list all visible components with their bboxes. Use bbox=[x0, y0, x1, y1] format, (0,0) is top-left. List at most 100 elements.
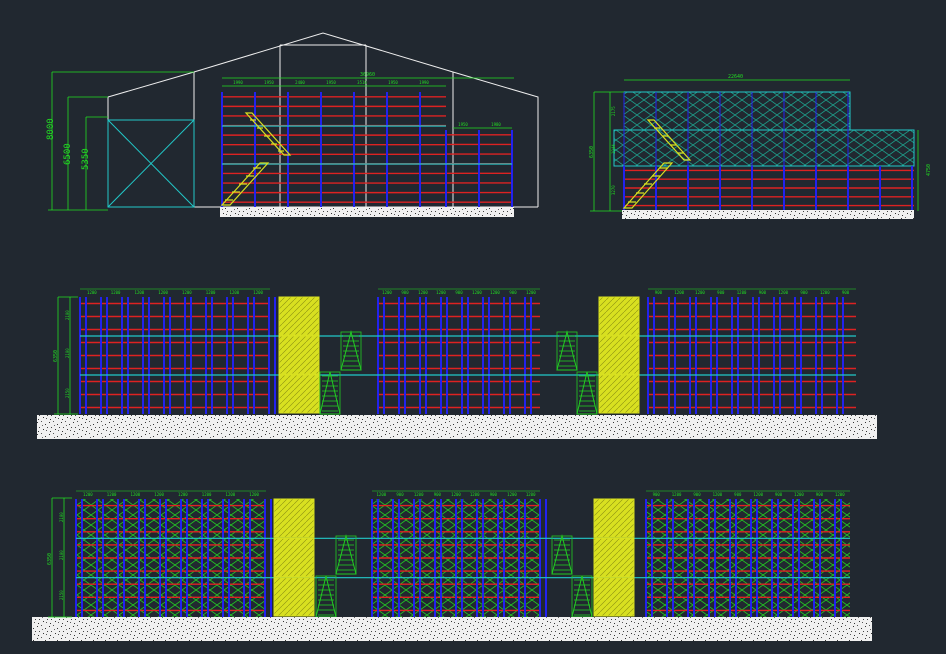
floor-slab bbox=[220, 207, 514, 217]
ladder-frame bbox=[556, 331, 578, 371]
stair-tower-flight bbox=[598, 335, 640, 375]
bay-width-label: 1200 bbox=[490, 290, 500, 295]
bay-width-label: 1200 bbox=[526, 492, 536, 497]
dimensions bbox=[54, 296, 78, 415]
ladder-frame bbox=[319, 371, 341, 415]
ladder-frame bbox=[315, 575, 337, 618]
rack-elevation bbox=[623, 92, 914, 210]
bay-width-label: 1200 bbox=[674, 290, 684, 295]
bay-width-label: 3510 bbox=[357, 80, 367, 85]
stair bbox=[622, 119, 692, 209]
bay-width-label: 1200 bbox=[206, 290, 216, 295]
bay-width-label: 1200 bbox=[472, 290, 482, 295]
bay-width-label: 900 bbox=[396, 492, 404, 497]
bay-width-label: 1200 bbox=[470, 492, 480, 497]
bay-width-label: 900 bbox=[717, 290, 725, 295]
rack-elevation bbox=[75, 498, 850, 618]
level-height-1: 2100 bbox=[59, 512, 64, 522]
stair-tower-flight bbox=[273, 577, 315, 617]
bay-width-label: 900 bbox=[816, 492, 824, 497]
rack-elevation bbox=[79, 296, 856, 415]
total-height-label: 6350 bbox=[53, 350, 59, 362]
ladder-frame bbox=[576, 371, 598, 415]
bay-width-label: 1200 bbox=[835, 492, 845, 497]
building-section-view: 8000 6500 5350 36960 1990 1950 2400 1950 351… bbox=[46, 32, 539, 217]
bay-width-label: 1950 bbox=[326, 80, 336, 85]
ladder-frame bbox=[335, 535, 357, 575]
overall-width-label: 36960 bbox=[360, 72, 375, 78]
bay-width-label: 1200 bbox=[158, 290, 168, 295]
bay-width-label: 1200 bbox=[414, 492, 424, 497]
level-height-3: 2150 bbox=[59, 590, 64, 600]
bay-width-label: 1200 bbox=[672, 492, 682, 497]
height-total-label: 8000 bbox=[46, 118, 56, 140]
stair-tower-flight bbox=[278, 374, 320, 414]
bay-width-label: 1200 bbox=[87, 290, 97, 295]
bay-width-label: 1200 bbox=[377, 492, 387, 497]
upper-deck-mesh bbox=[623, 91, 851, 131]
bay-width-label: 1200 bbox=[182, 290, 192, 295]
bay-width-label: 900 bbox=[693, 492, 701, 497]
ladder-frame bbox=[340, 331, 362, 371]
stair-tower-flight bbox=[278, 335, 320, 375]
dimensions bbox=[590, 79, 919, 212]
bay-width-label: 1200 bbox=[107, 492, 117, 497]
bay-width-labels: 1990 1950 2400 1950 3510 1950 1990 1950 1980 bbox=[233, 80, 501, 127]
bay-width-label: 1200 bbox=[382, 290, 392, 295]
height-low-label: 5350 bbox=[81, 148, 91, 170]
level-height-2: 2100 bbox=[59, 550, 64, 560]
level-height-1: 2175 bbox=[611, 106, 616, 116]
long-elevation-view: 1200 1200 1200 1200 1200 1200 1200 1200 1200 900 1… bbox=[37, 288, 877, 439]
level-height-3: 3270 bbox=[611, 185, 616, 195]
bay-width-label: 1200 bbox=[713, 492, 723, 497]
floor-slab bbox=[622, 210, 914, 219]
stair bbox=[220, 112, 292, 206]
bay-width-label: 1200 bbox=[737, 290, 747, 295]
bay-width-label: 900 bbox=[401, 290, 409, 295]
ladder bbox=[576, 371, 598, 415]
bay-width-label: 1200 bbox=[249, 492, 259, 497]
ladder-frame bbox=[551, 535, 573, 575]
bay-width-label: 1200 bbox=[436, 290, 446, 295]
bay-width-label: 1950 bbox=[264, 80, 274, 85]
bay-width-label: 1950 bbox=[458, 122, 468, 127]
bay-width-label: 2400 bbox=[295, 80, 305, 85]
stair-tower-flight bbox=[598, 374, 640, 414]
bay-width-label: 1200 bbox=[154, 492, 164, 497]
bay-width-label: 900 bbox=[509, 290, 517, 295]
side-elevation-view: 22640 6350 4750 2175 1944 3270 bbox=[589, 74, 932, 219]
door-opening bbox=[107, 119, 195, 208]
level-height-2: 2100 bbox=[65, 348, 70, 358]
bay-width-label: 1200 bbox=[83, 492, 93, 497]
bay-width-label: 900 bbox=[434, 492, 442, 497]
bay-width-label: 1200 bbox=[753, 492, 763, 497]
right-height-label: 4750 bbox=[926, 164, 932, 176]
stair-tower-flight bbox=[593, 498, 635, 538]
stair-tower-flight bbox=[593, 577, 635, 617]
floor-slab bbox=[32, 617, 872, 641]
bay-width-label: 900 bbox=[759, 290, 767, 295]
level-height-3: 2150 bbox=[65, 388, 70, 398]
ladder-frame bbox=[571, 575, 593, 618]
bay-width-label: 1200 bbox=[507, 492, 517, 497]
bay-width-label: 1200 bbox=[253, 290, 263, 295]
bay-width-label: 1200 bbox=[794, 492, 804, 497]
bay-width-label: 1200 bbox=[526, 290, 536, 295]
mid-deck-mesh bbox=[613, 129, 915, 167]
bay-width-label: 900 bbox=[842, 290, 850, 295]
stair-tower-flight bbox=[278, 296, 320, 336]
bay-width-labels: 1200 1200 1200 1200 1200 1200 1200 1200 1200 900 1… bbox=[80, 288, 856, 295]
bay-width-label: 900 bbox=[653, 492, 661, 497]
long-elevation-mesh-view: 1200 1200 1200 1200 1200 1200 1200 1200 1200 900 1… bbox=[32, 490, 872, 641]
bay-width-label: 1200 bbox=[202, 492, 212, 497]
floor-slab bbox=[37, 415, 877, 439]
bay-width-label: 900 bbox=[490, 492, 498, 497]
ladder bbox=[571, 575, 593, 618]
height-mid-label: 6500 bbox=[63, 143, 73, 165]
total-height-label: 6350 bbox=[47, 553, 53, 565]
stair-tower-flight bbox=[273, 498, 315, 538]
top-width-label: 22640 bbox=[728, 74, 743, 80]
rack-elevation bbox=[221, 92, 513, 207]
bay-width-label: 1200 bbox=[111, 290, 121, 295]
